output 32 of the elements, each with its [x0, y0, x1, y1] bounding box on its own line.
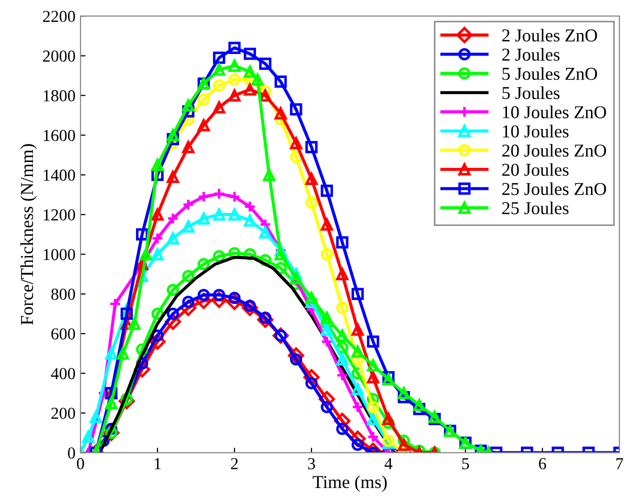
- x-tick-label: 7: [616, 458, 624, 470]
- y-tick-label: 1600: [44, 130, 76, 142]
- legend-label: 20 Joules: [502, 163, 569, 176]
- y-tick-label: 1000: [44, 248, 76, 260]
- y-tick-label: 600: [51, 328, 76, 340]
- y-axis-title: Force/Thickness (N/mm): [20, 144, 37, 325]
- y-tick-label: 400: [50, 368, 76, 380]
- y-tick-label: 2200: [43, 10, 76, 22]
- x-tick-label: 2: [231, 458, 238, 470]
- legend-label: 5 Joules ZnO: [502, 67, 598, 80]
- y-tick-label: 800: [51, 288, 76, 300]
- legend-label: 2 Joules ZnO: [502, 28, 598, 42]
- y-tick-label: 200: [51, 408, 76, 419]
- legend-label: 25 Joules: [502, 202, 569, 214]
- x-tick-label: 4: [384, 458, 392, 470]
- legend-label: 2 Joules: [502, 48, 560, 61]
- legend-label: 10 Joules: [503, 124, 569, 138]
- x-tick-label: 0: [76, 458, 84, 470]
- y-tick-label: 1800: [44, 90, 76, 102]
- x-axis-title: Time (ms): [312, 475, 387, 492]
- x-tick-label: 1: [154, 458, 161, 470]
- legend-label: 5 Joules: [502, 86, 560, 100]
- y-tick-label: 1200: [44, 209, 76, 220]
- y-tick-label: 0: [68, 447, 76, 459]
- legend-label: 25 Joules ZnO: [502, 182, 606, 196]
- legend-label: 10 Joules ZnO: [503, 106, 606, 118]
- y-tick-label: 1400: [44, 170, 76, 181]
- x-tick-label: 3: [308, 458, 315, 470]
- legend-label: 20 Joules ZnO: [502, 144, 606, 157]
- x-tick-label: 6: [538, 458, 546, 470]
- x-tick-label: 5: [462, 458, 469, 470]
- y-tick-label: 2000: [43, 50, 76, 62]
